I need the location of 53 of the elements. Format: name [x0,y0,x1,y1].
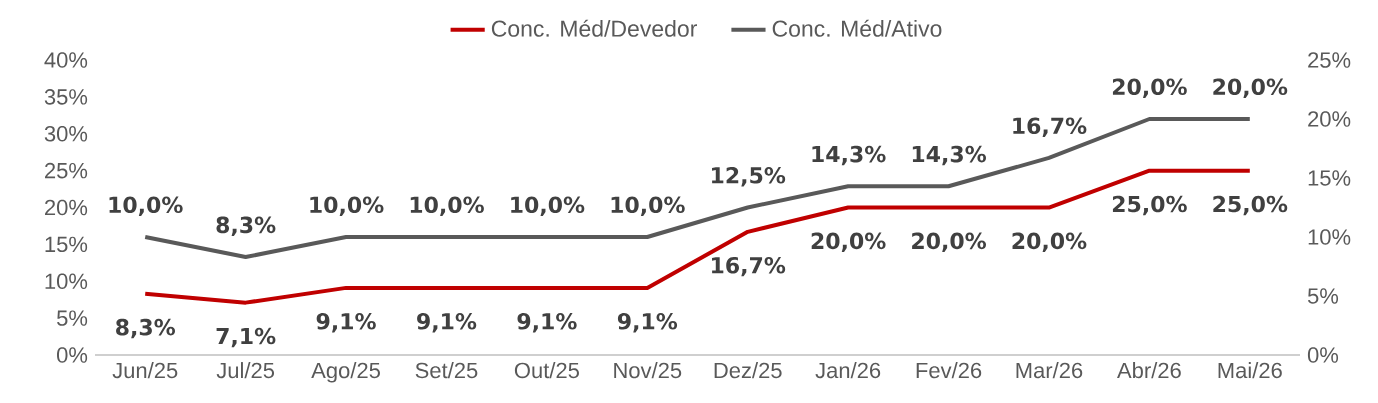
data-label: 25,0% [1112,195,1187,216]
data-label: 10,0% [410,196,484,216]
data-label: 14,3% [812,145,886,166]
x-tick-label: Nov/25 [614,362,682,379]
x-tick-label: Mar/26 [1016,362,1083,379]
data-label: 25,0% [1213,195,1288,216]
data-label: 14,3% [912,145,987,166]
x-tick-label: Mai/26 [1218,362,1282,379]
data-label: 10,0% [310,196,384,216]
y2-tick-label: 20% [1308,111,1351,127]
y-tick-label: 30% [44,125,88,142]
x-tick-label: Ago/25 [311,362,380,383]
data-label: 7,1% [216,327,276,348]
data-label: 20,0% [811,232,886,253]
y-tick-label: 5% [57,310,88,326]
legend-label: Conc. Méd/Ativo [772,19,942,37]
x-tick-label: Fev/26 [916,362,982,379]
x-tick-label: Jun/25 [112,362,178,379]
data-label: 20,0% [1213,78,1288,98]
y-tick-label: 0% [56,347,88,363]
data-label: 8,3% [216,216,276,237]
y-tick-label: 10% [45,273,88,290]
y2-tick-label: 15% [1308,170,1351,186]
y2-tick-label: 5% [1307,288,1339,304]
x-tick-label: Out/25 [514,362,579,379]
data-label: 9,1% [517,312,577,333]
x-tick-label: Jan/26 [815,362,881,379]
data-label: 12,5% [712,167,786,187]
y2-tick-label: 10% [1308,229,1351,245]
x-tick-label: Abr/26 [1117,362,1181,379]
y-tick-label: 15% [45,236,88,253]
data-label: 20,0% [1112,78,1187,98]
y-tick-label: 25% [45,162,88,179]
data-label: 10,0% [109,196,183,216]
y2-tick-label: 0% [1307,347,1339,363]
data-label: 9,1% [417,312,477,333]
x-tick-label: Set/25 [415,362,478,379]
data-label: 10,0% [611,196,685,216]
x-tick-label: Jul/25 [216,362,275,379]
data-label: 9,1% [617,312,678,333]
legend-label: Conc. Méd/Devedor [491,19,697,37]
y2-tick-label: 25% [1308,52,1351,68]
y-tick-label: 35% [44,89,88,105]
data-label: 9,1% [316,312,376,333]
data-label: 8,3% [116,318,176,339]
x-tick-label: Dez/25 [714,362,782,379]
data-label: 20,0% [912,232,987,253]
data-label: 20,0% [1012,232,1087,253]
data-label: 16,7% [1013,117,1087,137]
data-label: 10,0% [511,196,585,216]
y-tick-label: 20% [45,199,88,216]
y-tick-label: 40% [44,52,88,68]
data-label: 16,7% [712,256,786,277]
